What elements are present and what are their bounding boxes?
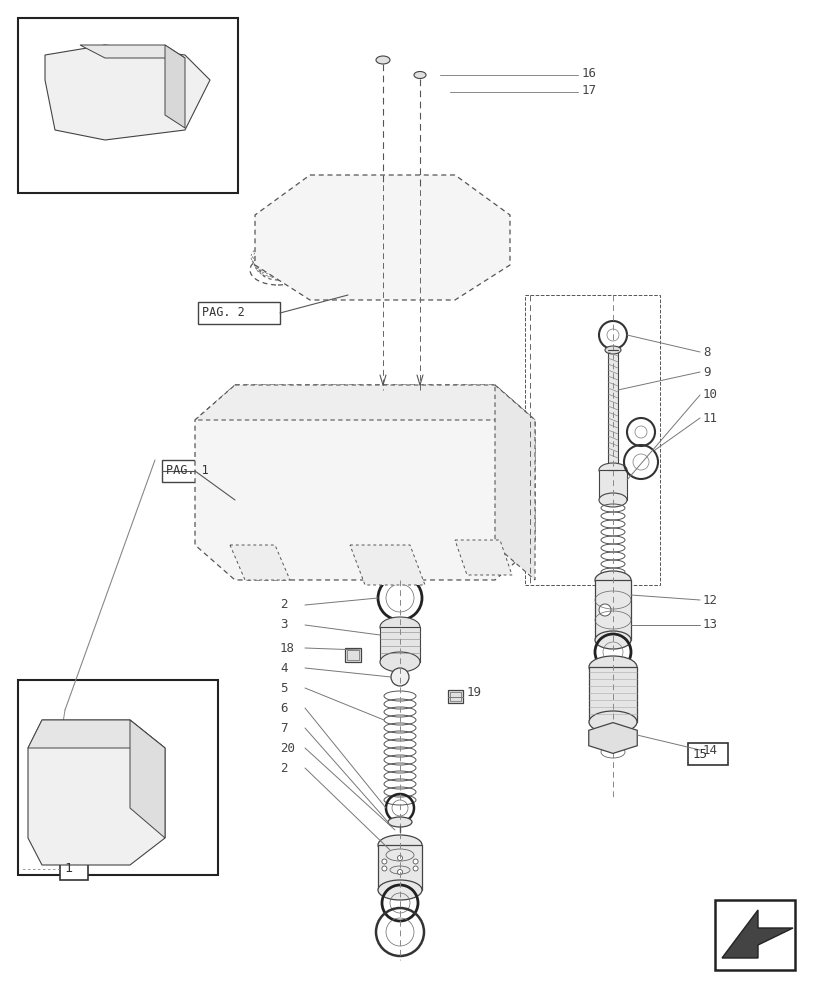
Polygon shape (45, 45, 210, 140)
Circle shape (381, 859, 386, 864)
Bar (18, 18, 237, 193)
Ellipse shape (588, 711, 636, 733)
Bar (687, 743, 727, 765)
Text: 2: 2 (280, 762, 287, 774)
Bar (60, 858, 88, 880)
Ellipse shape (414, 72, 425, 79)
Bar (378, 845, 422, 890)
Polygon shape (80, 45, 184, 58)
Bar (18, 680, 218, 875)
Ellipse shape (380, 652, 419, 672)
Ellipse shape (378, 835, 422, 855)
Text: 11: 11 (702, 412, 717, 424)
Polygon shape (165, 45, 184, 128)
Text: PAG. 1: PAG. 1 (165, 464, 208, 478)
Text: 9: 9 (702, 365, 710, 378)
Text: 2: 2 (280, 598, 287, 611)
Text: 14: 14 (702, 743, 717, 756)
Ellipse shape (598, 463, 626, 477)
Bar (595, 580, 630, 640)
Circle shape (598, 604, 610, 616)
Polygon shape (195, 385, 534, 420)
Text: 4: 4 (280, 662, 287, 674)
Polygon shape (230, 545, 289, 580)
Bar (347, 650, 359, 660)
Text: 3: 3 (280, 618, 287, 632)
Bar (198, 302, 280, 324)
Bar (607, 350, 617, 470)
Ellipse shape (588, 656, 636, 678)
Text: 1: 1 (64, 862, 72, 876)
Polygon shape (495, 385, 534, 580)
Polygon shape (588, 723, 637, 753)
Text: 7: 7 (280, 721, 287, 734)
Circle shape (413, 866, 418, 871)
Ellipse shape (598, 493, 626, 507)
Circle shape (397, 869, 402, 874)
Bar (103, 100, 135, 135)
Polygon shape (130, 720, 165, 838)
Text: 17: 17 (581, 84, 596, 97)
Polygon shape (455, 540, 511, 575)
Ellipse shape (595, 631, 630, 649)
Text: 12: 12 (702, 593, 717, 606)
Polygon shape (28, 720, 165, 865)
Text: 19: 19 (466, 686, 481, 700)
Text: 20: 20 (280, 741, 294, 754)
Text: PAG. 2: PAG. 2 (202, 306, 245, 320)
Bar (345, 648, 361, 662)
Text: 13: 13 (702, 618, 717, 632)
Ellipse shape (605, 346, 620, 354)
Polygon shape (28, 720, 165, 748)
Ellipse shape (375, 56, 390, 64)
Text: 6: 6 (280, 702, 287, 714)
Text: 5: 5 (280, 682, 287, 694)
Ellipse shape (595, 571, 630, 589)
Text: 18: 18 (280, 642, 294, 654)
Ellipse shape (378, 880, 422, 900)
Text: 8: 8 (702, 346, 710, 359)
Bar (598, 470, 626, 500)
Circle shape (381, 866, 386, 871)
Bar (715, 900, 794, 970)
Bar (524, 295, 659, 585)
Bar (588, 667, 636, 722)
Circle shape (397, 855, 402, 860)
Bar (380, 627, 419, 662)
Bar (449, 692, 461, 701)
Text: 10: 10 (702, 388, 717, 401)
Circle shape (390, 668, 409, 686)
Polygon shape (195, 385, 534, 580)
Polygon shape (721, 910, 792, 958)
Circle shape (413, 859, 418, 864)
Bar (162, 460, 244, 482)
Polygon shape (350, 545, 424, 585)
Ellipse shape (388, 817, 412, 827)
Ellipse shape (380, 617, 419, 637)
Bar (447, 690, 462, 703)
Text: 16: 16 (581, 67, 596, 80)
Text: 15: 15 (692, 747, 707, 760)
Polygon shape (255, 175, 509, 300)
